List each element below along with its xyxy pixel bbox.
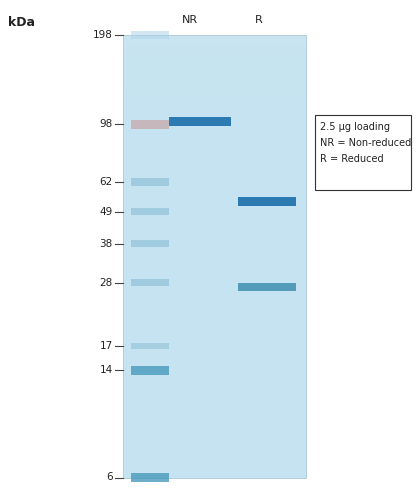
Bar [123,72,306,76]
Bar [123,112,306,117]
Bar [123,86,306,91]
Bar [123,90,306,94]
Bar [238,284,296,291]
Bar [123,94,306,98]
Bar [123,38,306,43]
Bar [123,105,306,110]
Bar [123,64,306,69]
Bar [123,35,306,478]
Bar [238,198,296,206]
Bar [131,178,169,186]
Bar [123,120,306,124]
Bar [123,124,306,128]
Text: NR: NR [182,15,198,25]
Bar [123,68,306,72]
Bar [123,50,306,54]
Bar [123,138,306,142]
Bar [123,108,306,113]
Bar [123,102,306,106]
Bar [123,46,306,50]
Bar [131,366,169,375]
Bar [123,76,306,80]
Text: R: R [255,15,262,25]
Text: 98: 98 [99,119,113,129]
Text: 49: 49 [99,206,113,216]
Bar [123,57,306,62]
Text: 17: 17 [99,340,113,350]
Bar [123,134,306,139]
Bar [123,142,306,146]
Text: 198: 198 [93,30,113,40]
Text: 2.5 μg loading
NR = Non-reduced
R = Reduced: 2.5 μg loading NR = Non-reduced R = Redu… [320,122,411,164]
Bar [123,98,306,102]
Text: 14: 14 [99,366,113,376]
Bar [123,61,306,65]
Bar [123,116,306,120]
Text: 28: 28 [99,278,113,287]
Bar [131,473,169,482]
Bar [315,115,411,190]
Bar [123,83,306,87]
Text: kDa: kDa [8,16,35,29]
Bar [131,342,169,348]
Bar [131,120,169,128]
Text: 38: 38 [99,239,113,249]
Bar [169,117,231,126]
Text: 62: 62 [99,177,113,187]
Bar [123,42,306,47]
Bar [131,279,169,286]
Bar [123,79,306,84]
Bar [131,208,169,215]
Bar [123,35,306,40]
Bar [123,131,306,136]
Bar [131,31,169,39]
Text: 6: 6 [106,472,113,482]
Bar [123,127,306,132]
Bar [123,54,306,58]
Bar [131,240,169,248]
